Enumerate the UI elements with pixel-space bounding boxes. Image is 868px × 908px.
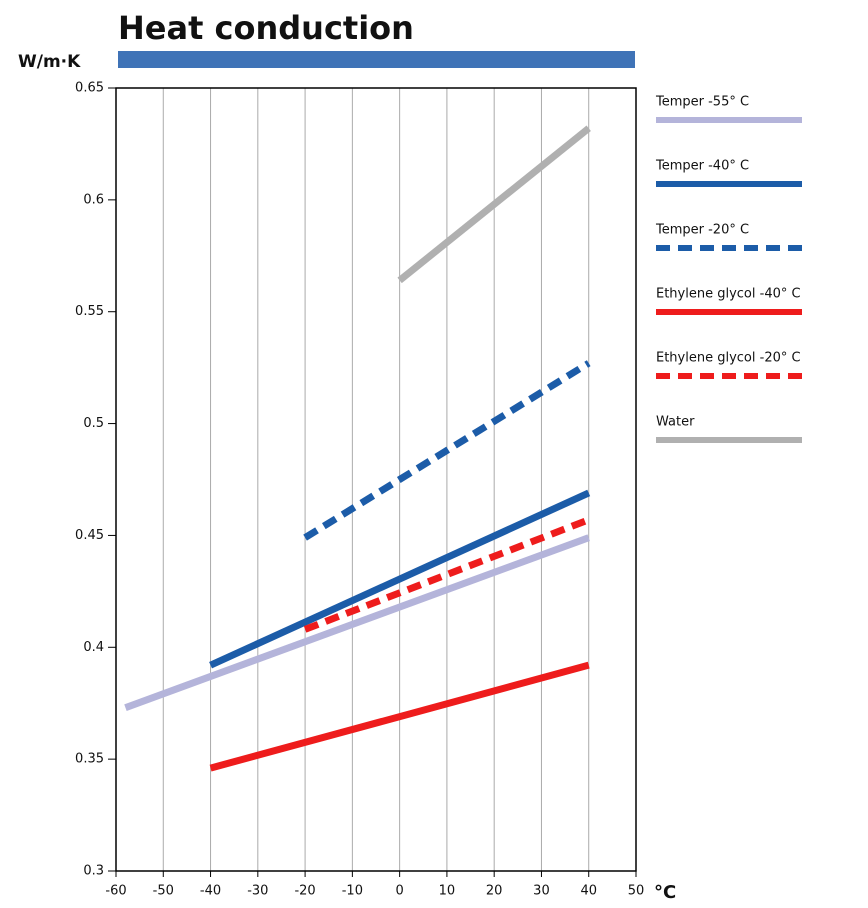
- y-tick-label: 0.35: [75, 752, 104, 767]
- x-tick-label: 30: [533, 884, 550, 899]
- x-tick-label: 40: [580, 884, 597, 899]
- x-tick-label: -20: [294, 884, 315, 899]
- x-tick-label: 0: [395, 884, 403, 899]
- legend-label: Temper -20° C: [655, 223, 749, 238]
- legend-label: Water: [656, 415, 695, 430]
- y-tick-label: 0.5: [83, 416, 104, 431]
- series-line: [209, 489, 591, 669]
- x-tick-label: -10: [342, 884, 363, 899]
- y-axis-label: W/m·K: [18, 52, 81, 72]
- series-line: [209, 661, 590, 772]
- series-line: [303, 360, 591, 541]
- chart-title: Heat conduction: [118, 9, 414, 47]
- plot-frame: [115, 87, 637, 872]
- x-tick-label: -30: [247, 884, 268, 899]
- x-axis-label: °C: [654, 882, 676, 903]
- y-tick-label: 0.45: [75, 528, 104, 543]
- y-tick-label: 0.6: [83, 192, 104, 207]
- y-tick-label: 0.4: [83, 640, 104, 655]
- x-tick-label: 10: [439, 884, 456, 899]
- x-tick-label: -40: [200, 884, 221, 899]
- y-tick-label: 0.65: [75, 81, 104, 96]
- x-tick-label: 20: [486, 884, 503, 899]
- series-line: [124, 534, 590, 711]
- legend-label: Ethylene glycol -40° C: [656, 287, 801, 302]
- legend-label: Ethylene glycol -20° C: [656, 351, 801, 366]
- y-tick-label: 0.3: [83, 864, 104, 879]
- title-bar: [118, 51, 635, 68]
- series-line: [303, 516, 590, 633]
- x-tick-label: -60: [105, 884, 126, 899]
- x-tick-label: 50: [628, 884, 645, 899]
- legend-label: Temper -40° C: [655, 159, 749, 174]
- x-tick-label: -50: [153, 884, 174, 899]
- series-line: [397, 125, 591, 284]
- legend-label: Temper -55° C: [655, 95, 749, 110]
- y-tick-label: 0.55: [75, 304, 104, 319]
